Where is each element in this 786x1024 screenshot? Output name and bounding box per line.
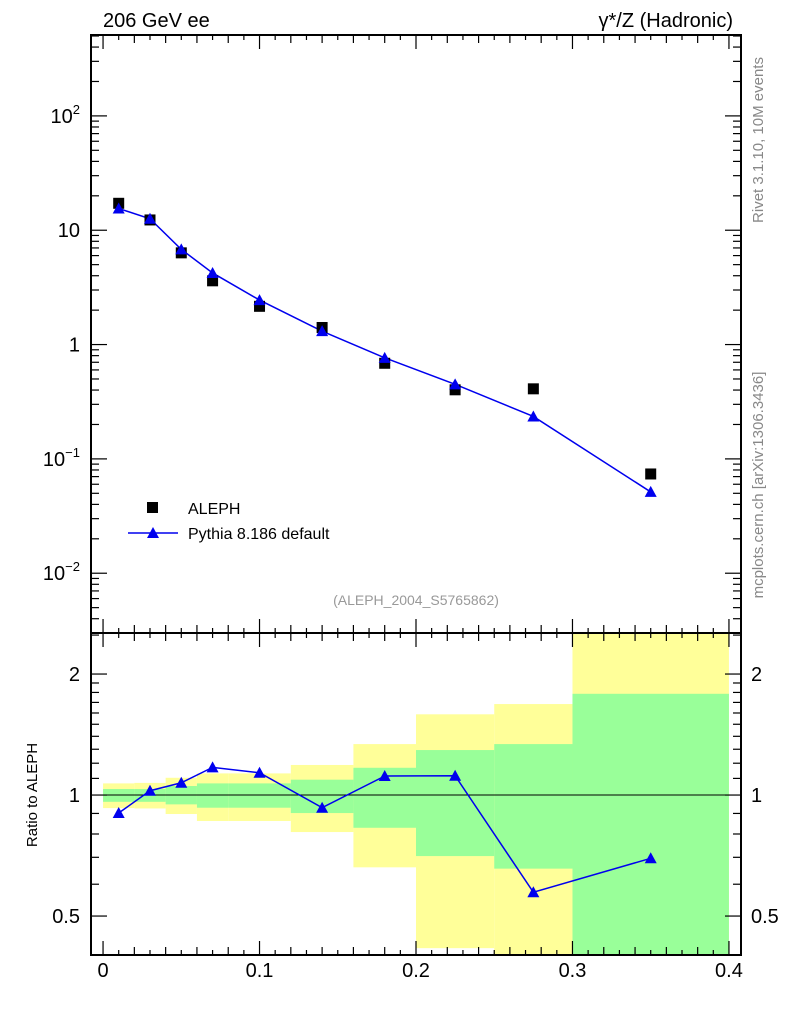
- y-tick-label: 1: [69, 335, 80, 357]
- ratio-point: [112, 807, 125, 819]
- x-tick-label: 0: [97, 960, 108, 982]
- pythia-point: [378, 351, 391, 363]
- pythia-point: [206, 266, 219, 278]
- pythia-point: [527, 410, 540, 422]
- rivet-label: Rivet 3.1.10, 10M events: [750, 57, 767, 223]
- legend-label-pythia: Pythia 8.186 default: [188, 526, 330, 543]
- ratio-point: [316, 801, 329, 813]
- ratio-point: [378, 770, 391, 782]
- x-tick-label: 0.2: [402, 960, 430, 982]
- band-stat-bin: [572, 693, 729, 955]
- ratio-y-tick-label: 2: [69, 664, 80, 686]
- ratio-y-tick-label: 0.5: [52, 906, 80, 928]
- aleph-point: [207, 275, 219, 287]
- legend-square-icon: [147, 502, 158, 513]
- analysis-id: (ALEPH_2004_S5765862): [333, 592, 499, 608]
- x-tick-label: 0.3: [559, 960, 587, 982]
- ratio-point: [253, 766, 266, 778]
- pythia-point: [449, 378, 462, 390]
- band-stat-bin: [416, 750, 495, 857]
- legend-label-aleph: ALEPH: [188, 501, 240, 518]
- y-tick-label: 10−2: [43, 559, 80, 585]
- ratio-ylabel: Ratio to ALEPH: [24, 743, 41, 847]
- band-stat-bin: [196, 783, 229, 808]
- aleph-point: [449, 384, 461, 396]
- pythia-point: [175, 243, 188, 255]
- ratio-point: [143, 784, 156, 796]
- band-stat-bin: [228, 783, 291, 808]
- aleph-point: [379, 357, 391, 369]
- chart-title: 206 GeV ee: [103, 10, 210, 32]
- legend-triangle-icon: [147, 527, 159, 538]
- y-tick-label: 102: [51, 102, 80, 128]
- aleph-point: [645, 468, 657, 480]
- ratio-point: [527, 886, 540, 898]
- ratio-bands: [91, 633, 741, 955]
- ratio-y-tick-label: 1: [69, 785, 80, 807]
- pythia-point: [316, 325, 329, 337]
- ratio-y-tick-label-right: 1: [751, 785, 762, 807]
- data-marks: [112, 197, 657, 898]
- band-stat-bin: [494, 744, 573, 869]
- pythia-point: [112, 202, 125, 214]
- ratio-y-tick-label-right: 0.5: [751, 906, 779, 928]
- pythia-point: [644, 485, 657, 497]
- ratio-line: [118, 766, 651, 894]
- y-tick-label: 10−1: [43, 445, 80, 471]
- ratio-point: [449, 769, 462, 781]
- ratio-point: [644, 852, 657, 864]
- y-tick-label: 10: [58, 220, 80, 242]
- process-label: γ*/Z (Hadronic): [599, 10, 733, 32]
- x-tick-label: 0.4: [715, 960, 743, 982]
- main-frame: [90, 34, 742, 634]
- ratio-point: [175, 776, 188, 788]
- ratio-y-tick-label-right: 2: [751, 664, 762, 686]
- axes-ticks: 0 0.1 0.2 0.3 0.4 102 10 1 10−1 10−2 0.5 0.5 1 1 2 2: [43, 34, 779, 982]
- aleph-point: [527, 383, 539, 395]
- pythia-point: [143, 212, 156, 224]
- pythia-point: [253, 294, 266, 306]
- mcplots-label: mcplots.cern.ch [arXiv:1306.3436]: [750, 372, 767, 599]
- x-tick-label: 0.1: [246, 960, 274, 982]
- aleph-point: [254, 300, 266, 312]
- ratio-point: [206, 761, 219, 773]
- pythia-line: [118, 207, 652, 493]
